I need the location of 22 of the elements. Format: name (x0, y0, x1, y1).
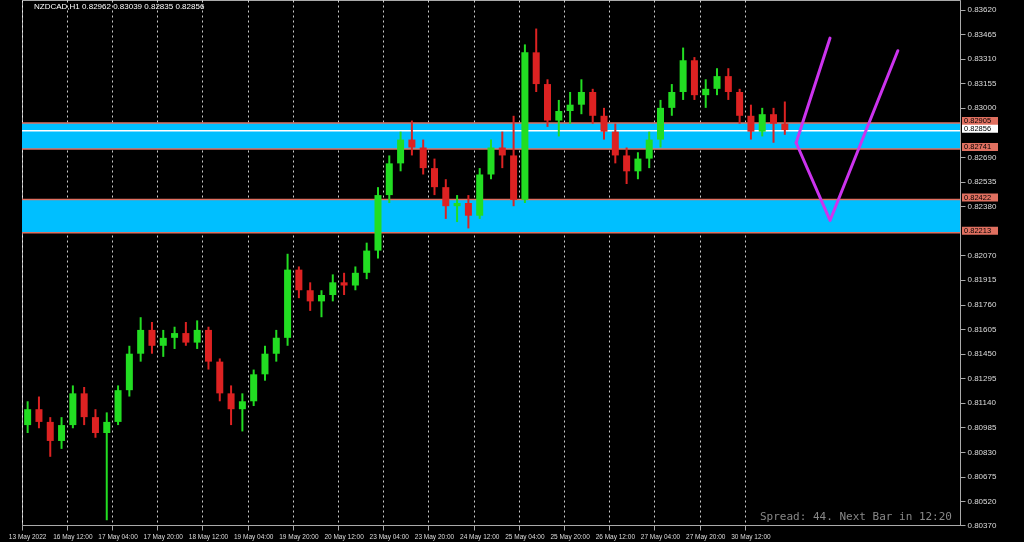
annotation: Spread: 44. Next Bar in 12:20 (759, 510, 952, 523)
y-tick-label: 0.82535 (967, 177, 997, 187)
y-tick-label: 0.81760 (967, 300, 997, 310)
y-tick-label: 0.81450 (967, 349, 997, 359)
y-tick-label: 0.80985 (967, 422, 997, 432)
y-tick-label: 0.83620 (967, 5, 997, 15)
y-tick-label: 0.80675 (967, 472, 997, 482)
y-tick-label: 0.80520 (967, 496, 997, 506)
y-tick-label: 0.83000 (967, 103, 997, 113)
y-tick-label: 0.81605 (967, 324, 997, 334)
y-tick-label: 0.82070 (967, 250, 997, 260)
y-tick-label: 0.82690 (967, 152, 997, 162)
y-tick-label: 0.82380 (967, 201, 997, 211)
y-tick-label: 0.83310 (967, 54, 997, 64)
y-tick-label: 0.81140 (967, 398, 997, 408)
y-tick-label: 0.81295 (967, 373, 997, 383)
y-tick-label: 0.80830 (967, 447, 997, 457)
y-tick-label: 0.83155 (967, 78, 997, 88)
y-tick-label: 0.83465 (967, 29, 997, 39)
chart-title: NZDCAD,H1 0.82962 0.83039 0.82835 0.82856 (34, 2, 205, 11)
y-tick-label: 0.81915 (967, 275, 997, 285)
y-tick-label: 0.80370 (967, 520, 997, 530)
